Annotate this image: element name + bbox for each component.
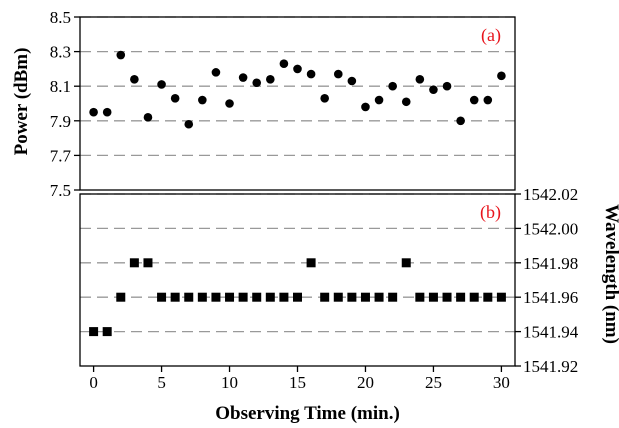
data-point	[306, 258, 316, 268]
panel-b-wavelength: 1541.92 1541.94 1541.96 1541.98 1542.00 1542.…	[79, 185, 619, 424]
data-point	[293, 292, 302, 302]
data-point	[374, 292, 384, 302]
data-point	[442, 81, 452, 91]
data-point	[429, 85, 438, 94]
data-point	[116, 292, 126, 302]
data-point	[360, 292, 370, 302]
y-tick-label: 8.5	[50, 8, 71, 27]
data-point	[157, 80, 166, 89]
data-point	[197, 292, 207, 302]
data-point	[428, 292, 438, 302]
x-axis-title: Observing Time (min.)	[215, 403, 400, 424]
data-point	[401, 258, 411, 268]
data-point	[252, 292, 262, 302]
plot-frame	[79, 16, 516, 191]
data-point	[116, 50, 126, 60]
x-tick-label: 25	[425, 373, 442, 392]
data-point	[198, 95, 207, 105]
panel-label: (b)	[480, 202, 501, 223]
data-point	[347, 76, 357, 86]
data-point	[266, 74, 275, 84]
y-tick-label: 1541.92	[523, 357, 578, 376]
data-point	[265, 292, 275, 302]
data-point	[225, 292, 235, 302]
data-point	[333, 69, 343, 79]
data-point	[497, 71, 506, 81]
y-tick-label: 1541.98	[523, 254, 578, 273]
data-point	[361, 102, 370, 112]
data-point	[496, 292, 506, 302]
x-tick-label: 15	[289, 373, 306, 392]
data-point	[279, 292, 289, 302]
data-point	[184, 292, 194, 302]
data-point	[442, 292, 452, 302]
data-point	[415, 74, 425, 84]
data-point	[143, 113, 153, 122]
data-point	[89, 107, 98, 117]
data-point	[184, 119, 194, 129]
data-point	[320, 292, 330, 302]
data-point	[211, 292, 221, 302]
data-point	[102, 107, 112, 117]
data-point	[279, 59, 289, 69]
data-point	[483, 95, 493, 105]
y-tick-label: 8.1	[50, 77, 71, 96]
data-point	[225, 99, 234, 108]
data-point	[333, 292, 343, 302]
data-point	[374, 95, 384, 105]
x-tick-label: 30	[493, 373, 510, 392]
y-tick-label: 1541.94	[523, 323, 579, 342]
panel-label: (a)	[481, 25, 501, 46]
data-point	[130, 74, 139, 84]
data-point	[320, 94, 329, 103]
data-point	[170, 94, 180, 103]
data-point	[456, 116, 465, 126]
y-tick-label: 1542.00	[523, 219, 578, 238]
data-point	[401, 97, 411, 107]
data-point	[143, 258, 153, 268]
data-point	[170, 292, 180, 302]
data-point	[211, 68, 221, 77]
data-point	[89, 327, 99, 337]
data-point	[238, 73, 248, 82]
panel-a-power: 7.5 7.7 7.9 8.1 8.3 8.5 (a) Power (dBm)	[11, 8, 516, 200]
y-tick-label: 1542.02	[523, 185, 578, 204]
y-axis-title: Power (dBm)	[11, 48, 32, 156]
y-axis-title: Wavelength (nm)	[601, 204, 619, 344]
data-point	[415, 292, 425, 302]
y-tick-label: 1541.96	[523, 288, 578, 307]
data-point	[388, 81, 397, 91]
y-tick-label: 8.3	[50, 43, 71, 62]
data-point	[483, 292, 493, 302]
x-tick-label: 5	[157, 373, 166, 392]
plot-frame	[79, 193, 516, 367]
data-point	[306, 69, 316, 79]
x-tick-label: 20	[357, 373, 374, 392]
data-point	[157, 292, 167, 302]
y-tick-label: 7.7	[50, 146, 72, 165]
x-tick-label: 10	[221, 373, 238, 392]
data-point	[388, 292, 398, 302]
data-point	[469, 292, 479, 302]
data-point	[293, 64, 302, 74]
data-point	[347, 292, 357, 302]
data-point	[456, 292, 466, 302]
data-point	[469, 95, 479, 105]
data-point	[238, 292, 248, 302]
y-tick-label: 7.9	[50, 112, 71, 131]
x-tick-label: 0	[89, 373, 98, 392]
data-point	[102, 327, 112, 337]
data-point	[252, 78, 262, 88]
data-point	[129, 258, 139, 268]
y-tick-label: 7.5	[50, 181, 71, 200]
